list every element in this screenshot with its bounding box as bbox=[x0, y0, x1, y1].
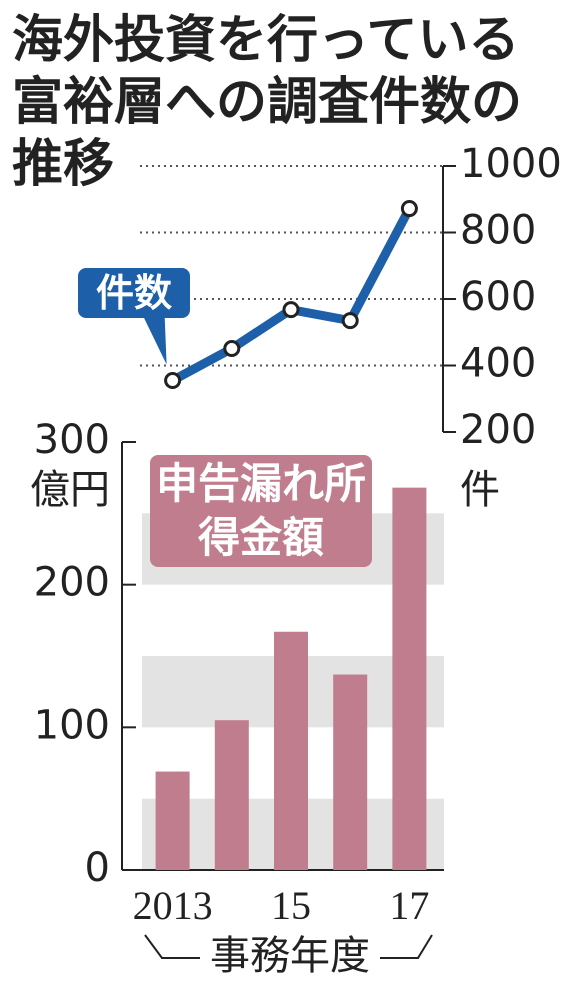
bar bbox=[155, 771, 190, 870]
y-unit: 億円 bbox=[30, 467, 110, 513]
point bbox=[282, 301, 300, 319]
point bbox=[164, 371, 182, 389]
bar bbox=[333, 674, 368, 870]
xlabel-bracket bbox=[144, 934, 200, 959]
bar bbox=[392, 487, 427, 870]
y-tick-label: 600 bbox=[460, 274, 536, 320]
y-tick-label: 1000 bbox=[460, 141, 562, 187]
x-tick-label: 2013 bbox=[133, 883, 213, 928]
x-axis-label: 事務年度 bbox=[210, 933, 370, 978]
legend-label: 件数 bbox=[78, 268, 190, 318]
y-unit: 件 bbox=[460, 467, 500, 513]
y-tick-label: 200 bbox=[34, 560, 110, 606]
xlabel-bracket bbox=[380, 934, 433, 959]
y-tick-label: 100 bbox=[34, 702, 110, 748]
bar bbox=[274, 631, 308, 870]
bar bbox=[214, 720, 249, 870]
point bbox=[341, 312, 359, 330]
chart-title: 海外投資を行っている富裕層への調査件数の推移 bbox=[12, 11, 523, 194]
y-tick-label: 200 bbox=[460, 407, 536, 453]
x-tick-label: 15 bbox=[271, 883, 311, 928]
point bbox=[400, 200, 418, 218]
y-tick-label: 800 bbox=[460, 208, 536, 254]
y-tick-label: 300 bbox=[34, 417, 110, 463]
line bbox=[170, 206, 414, 385]
y-tick-label: 0 bbox=[85, 845, 110, 891]
legend-label: 申告漏れ所得金額 bbox=[150, 455, 372, 567]
point bbox=[223, 340, 241, 358]
legend-pointer bbox=[142, 315, 167, 365]
y-tick-label: 400 bbox=[460, 341, 536, 387]
x-tick-label: 17 bbox=[389, 883, 429, 928]
